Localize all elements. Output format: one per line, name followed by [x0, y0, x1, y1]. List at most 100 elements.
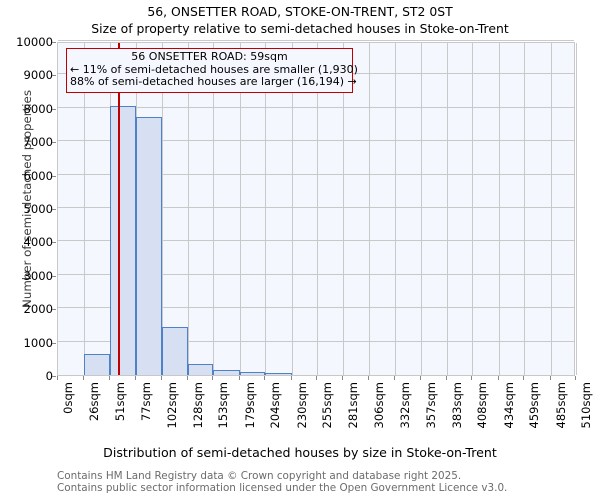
gridline-vertical: [498, 43, 500, 375]
x-axis-tick-label: 434sqm: [501, 382, 516, 429]
x-axis-tick-mark: [549, 376, 551, 380]
gridline-vertical: [161, 43, 163, 375]
gridline-vertical: [343, 43, 345, 375]
y-axis-tick-mark: [52, 209, 56, 210]
gridline-vertical: [291, 43, 293, 375]
y-axis-tick-mark: [52, 142, 56, 144]
y-axis-tick-label: 6000: [23, 168, 53, 183]
x-axis-tick-mark: [497, 376, 499, 380]
y-axis-tick-label: 10000: [16, 35, 53, 49]
gridline-vertical: [188, 43, 189, 375]
annotation-larger: 88% of semi-detached houses are larger (…: [70, 75, 357, 88]
gridline-vertical: [420, 43, 422, 375]
gridline-vertical: [576, 43, 577, 375]
y-axis-tick-label: 9000: [23, 68, 53, 83]
x-axis-tick-label: 306sqm: [371, 382, 386, 429]
footer-line-2: Contains public sector information licen…: [57, 482, 508, 494]
x-axis-tick-mark: [57, 376, 58, 380]
x-axis-tick-label: 204sqm: [268, 382, 283, 429]
y-axis-tick-label: 0: [45, 369, 53, 383]
x-axis-tick-label: 102sqm: [164, 382, 179, 429]
x-axis-tick-label: 179sqm: [242, 382, 257, 429]
x-axis-tick-mark: [342, 376, 344, 380]
y-axis-tick-mark: [52, 342, 56, 344]
x-axis-tick-mark: [187, 376, 188, 380]
gridline-horizontal: [58, 307, 574, 309]
y-axis-tick-label: 4000: [23, 235, 53, 250]
y-axis-tick-label: 3000: [23, 268, 53, 283]
histogram-bar: [213, 369, 240, 375]
histogram-bar: [84, 354, 110, 375]
y-axis-tick-mark: [52, 275, 56, 277]
x-axis-tick-mark: [316, 376, 317, 380]
x-axis-tick-mark: [160, 376, 162, 380]
gridline-horizontal: [58, 106, 574, 108]
gridline-vertical: [524, 43, 526, 375]
gridline-horizontal: [58, 140, 574, 142]
x-axis-tick-mark: [367, 376, 369, 380]
gridline-vertical: [395, 43, 397, 375]
x-axis-tick-mark: [394, 376, 396, 380]
y-axis: Number of semi-detached properties 0 1000…: [0, 35, 56, 383]
footer-line-1: Contains HM Land Registry data © Crown c…: [57, 470, 462, 482]
histogram-bar: [136, 117, 162, 375]
histogram-bar: [161, 327, 188, 375]
y-axis-tick-label: 1000: [23, 335, 53, 350]
x-axis-tick-mark: [212, 376, 214, 380]
property-annotation-box: 56 ONSETTER ROAD: 59sqm ← 11% of semi-de…: [66, 48, 358, 93]
gridline-vertical: [368, 43, 370, 375]
y-axis-tick-label: 2000: [23, 302, 53, 317]
gridline-vertical: [265, 43, 267, 375]
x-axis-tick-label: 128sqm: [191, 382, 205, 429]
y-axis-tick-mark: [52, 75, 56, 77]
gridline-vertical: [213, 43, 215, 375]
x-axis-tick-mark: [523, 376, 525, 380]
gridline-vertical: [447, 43, 448, 375]
y-axis-tick-mark: [52, 175, 56, 177]
y-axis-tick-mark: [52, 42, 56, 43]
footer: Contains HM Land Registry data © Crown c…: [57, 470, 597, 494]
gridline-vertical: [239, 43, 241, 375]
histogram-bar: [265, 373, 292, 375]
x-axis-tick-label: 281sqm: [346, 382, 361, 429]
x-axis-tick-mark: [238, 376, 240, 380]
x-axis-tick-label: 255sqm: [320, 382, 334, 429]
x-axis-tick-label: 77sqm: [139, 382, 154, 422]
gridline-horizontal: [58, 273, 574, 275]
x-axis-tick-label: 408sqm: [475, 382, 490, 429]
histogram-bar: [109, 106, 137, 375]
y-axis-tick-label: 8000: [23, 101, 53, 116]
x-axis-tick-mark: [83, 376, 85, 380]
y-axis-tick-label: 7000: [23, 135, 53, 150]
x-axis-tick-label: 357sqm: [423, 382, 438, 429]
x-axis-tick-mark: [446, 376, 447, 380]
x-axis-tick-label: 26sqm: [87, 382, 102, 422]
x-axis-tick-mark: [419, 376, 421, 380]
annotation-title: 56 ONSETTER ROAD: 59sqm: [131, 50, 288, 63]
x-axis-tick-label: 0sqm: [61, 382, 75, 414]
x-axis-tick-mark: [575, 376, 576, 380]
y-axis-tick-mark: [52, 108, 56, 110]
x-axis-tick-label: 332sqm: [398, 382, 413, 429]
plot-area: [57, 40, 577, 376]
gridline-horizontal: [58, 340, 574, 342]
gridline-vertical: [472, 43, 474, 375]
chart-title: 56, ONSETTER ROAD, STOKE-ON-TRENT, ST2 0…: [147, 4, 453, 19]
gridline-vertical: [84, 43, 86, 375]
x-axis-tick-label: 510sqm: [579, 382, 593, 429]
gridline-horizontal: [58, 173, 574, 175]
x-axis-label: Distribution of semi-detached houses by …: [103, 445, 497, 460]
x-axis-tick-mark: [135, 376, 137, 380]
y-axis-tick-label: 5000: [23, 202, 53, 216]
x-axis-tick-mark: [264, 376, 266, 380]
gridline-horizontal: [58, 40, 574, 41]
property-marker-line: [117, 43, 120, 375]
x-axis-tick-label: 459sqm: [527, 382, 542, 429]
x-axis-tick-label: 230sqm: [294, 382, 309, 429]
x-axis-tick-mark: [108, 376, 110, 380]
gridline-horizontal: [58, 207, 574, 208]
gridline-vertical: [317, 43, 318, 375]
y-axis-tick-mark: [52, 376, 56, 377]
annotation-smaller: ← 11% of semi-detached houses are smalle…: [70, 62, 358, 76]
